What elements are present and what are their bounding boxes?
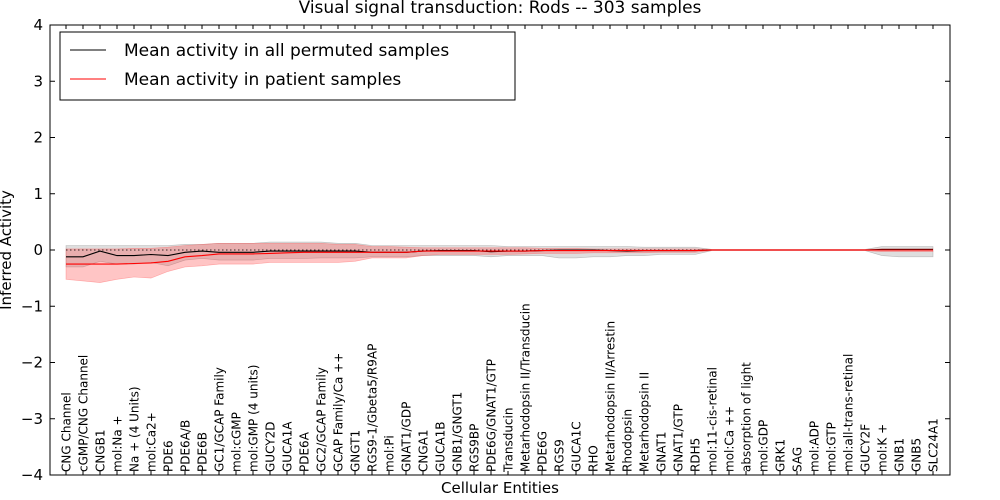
x-tick-label: RGS9-1/Gbeta5/R9AP	[366, 344, 380, 472]
x-tick-label: SLC24A1	[927, 418, 941, 472]
x-tick-label: RDH5	[689, 438, 703, 472]
chart-title: Visual signal transduction: Rods -- 303 …	[299, 0, 702, 18]
series-line-patient	[66, 249, 933, 265]
x-tick-label: GRK1	[774, 439, 788, 472]
x-tick-label: GNB5	[910, 438, 924, 472]
x-tick-label: RHO	[587, 445, 601, 472]
x-tick-label: Metarhodopsin II	[638, 372, 652, 472]
x-tick-label: GNGT1	[349, 430, 363, 472]
x-tick-label: PDE6G	[536, 431, 550, 472]
y-tick-label: 4	[33, 16, 43, 34]
y-tick-label: −3	[21, 410, 43, 428]
y-tick-label: 0	[33, 241, 43, 259]
x-tick-label: CNG Channel	[60, 392, 74, 472]
x-axis-label: Cellular Entities	[441, 479, 559, 497]
legend-box	[59, 31, 516, 101]
y-tick-label: 1	[33, 185, 43, 203]
x-tick-label: mol:all-trans-retinal	[842, 354, 856, 472]
y-tick-label: −2	[21, 354, 43, 372]
x-tick-label: PDE6	[162, 440, 176, 472]
legend-label-patient: Mean activity in patient samples	[124, 70, 401, 90]
x-tick-label: GCAP Family/Ca ++	[332, 353, 346, 472]
x-tick-label: PDE6G/GNAT1/GTP	[485, 359, 499, 472]
x-tick-label: Rhodopsin	[621, 409, 635, 472]
x-tick-label: SAG	[791, 447, 805, 472]
plot-frame	[49, 24, 951, 476]
x-tick-label: GUCA1C	[570, 421, 584, 472]
x-tick-label: Metarhodopsin II/Transducin	[519, 303, 533, 472]
x-tick-label: Na + (4 Units)	[128, 386, 142, 472]
x-tick-label: CNGB1	[94, 429, 108, 472]
x-tick-label: GC1/GCAP Family	[213, 367, 227, 472]
x-tick-label: mol:GTP	[825, 422, 839, 472]
x-tick-label: GNAT1/GTP	[672, 404, 686, 472]
series-lines	[66, 248, 933, 265]
confidence-bands	[65, 241, 934, 283]
x-tick-label: GUCY2F	[859, 424, 873, 472]
x-tick-label: mol:11-cis-retinal	[706, 367, 720, 472]
x-tick-label: GNB1/GNGT1	[451, 392, 465, 472]
x-tick-label: absorption of light	[740, 362, 754, 472]
x-tick-label: RGS9	[553, 439, 567, 472]
legend: Mean activity in all permuted samples Me…	[59, 31, 516, 101]
x-tick-label: Transducin	[502, 408, 516, 473]
legend-label-permuted: Mean activity in all permuted samples	[124, 41, 449, 61]
x-tick-label: mol:cGMP	[230, 412, 244, 472]
x-tick-label: mol:Ca2+	[145, 412, 159, 472]
band-patient	[65, 243, 934, 283]
x-tick-label: GUCA1B	[434, 421, 448, 472]
x-tick-label: Metarhodopsin II/Arrestin	[604, 321, 618, 472]
x-tick-label: PDE6A	[298, 431, 312, 472]
x-tick-label: mol:GMP (4 units)	[247, 365, 261, 472]
x-tick-label: RGS9BP	[468, 424, 482, 472]
x-tick-label: cGMP/CNG Channel	[77, 355, 91, 472]
x-tick-label: GNAT1	[655, 431, 669, 472]
y-axis: 4 3 2 1 0 −1 −2 −3 −4	[21, 16, 950, 484]
x-tick-label: PDE6A/B	[179, 420, 193, 472]
x-tick-label: mol:ADP	[808, 421, 822, 472]
x-tick-label: mol:K +	[876, 424, 890, 472]
x-tick-label: mol:Pi	[383, 435, 397, 472]
x-tick-label: GUCY2D	[264, 422, 278, 472]
y-axis-label: Inferred Activity	[0, 190, 15, 310]
y-tick-label: 3	[33, 72, 43, 90]
y-tick-label: −1	[21, 297, 43, 315]
x-tick-label: CNGA1	[417, 430, 431, 473]
x-tick-label: mol:Na +	[111, 415, 125, 472]
x-tick-label: mol:Ca ++	[723, 406, 737, 472]
x-tick-label: GNB1	[893, 438, 907, 472]
x-tick-label: mol:GDP	[757, 420, 771, 472]
x-tick-label: GUCA1A	[281, 421, 295, 472]
x-tick-label: GNAT1/GDP	[400, 402, 414, 472]
x-axis: CNG Channel cGMP/CNG Channel CNGB1 mol:Na +…	[60, 25, 941, 475]
x-tick-label: PDE6B	[196, 432, 210, 472]
y-tick-label: 2	[33, 129, 43, 147]
y-tick-label: −4	[21, 466, 43, 484]
x-tick-label: GC2/GCAP Family	[315, 367, 329, 472]
